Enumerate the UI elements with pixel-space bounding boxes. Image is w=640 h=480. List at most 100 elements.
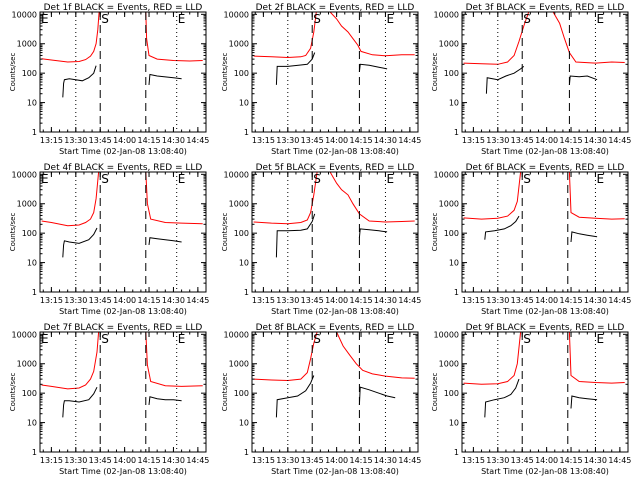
x-tick-label: 13:30	[486, 456, 509, 465]
x-tick-label: 14:45	[398, 136, 421, 145]
x-axis-label: Start Time (02-Jan-08 13:08:40)	[59, 307, 187, 316]
x-tick-label: 13:15	[252, 456, 275, 465]
y-tick-label: 100	[234, 389, 249, 398]
y-tick-label: 10	[27, 99, 37, 108]
y-tick-label: 100	[444, 389, 459, 398]
x-tick-label: 13:30	[64, 456, 87, 465]
y-tick-label: 10	[239, 419, 249, 428]
lld-series-line	[145, 12, 203, 62]
x-tick-label: 13:30	[64, 136, 87, 145]
marker-label: E	[178, 332, 186, 346]
plot-frame	[39, 11, 207, 133]
panel-title: Det 2f BLACK = Events, RED = LLD	[256, 3, 415, 13]
x-tick-label: 14:45	[398, 456, 421, 465]
lld-series-line	[253, 172, 318, 225]
lld-series-line	[463, 172, 522, 220]
y-tick-label: 1000	[439, 40, 459, 49]
y-tick-label: 1000	[17, 40, 37, 49]
x-tick-label: 13:30	[276, 456, 299, 465]
events-series-line	[358, 228, 388, 238]
lld-series-line	[145, 172, 203, 225]
x-tick-label: 14:00	[325, 456, 348, 465]
panel-title: Det 6f BLACK = Events, RED = LLD	[466, 163, 625, 173]
x-tick-label: 13:30	[276, 296, 299, 305]
plot-area	[41, 172, 203, 258]
x-tick-label: 14:15	[138, 296, 161, 305]
x-tick-label: 14:45	[398, 296, 421, 305]
panel-title: Det 9f BLACK = Events, RED = LLD	[466, 323, 625, 333]
events-series-line	[358, 386, 396, 405]
y-tick-label: 1	[454, 448, 459, 457]
events-series-line	[148, 73, 182, 85]
marker-label: E	[41, 12, 49, 26]
marker-label: E	[178, 12, 186, 26]
plot-area	[41, 12, 203, 98]
x-tick-label: 13:15	[40, 136, 63, 145]
x-axis-label: Start Time (02-Jan-08 13:08:40)	[271, 307, 399, 316]
y-tick-label: 1000	[17, 200, 37, 209]
panel-title: Det 7f BLACK = Events, RED = LLD	[44, 323, 203, 333]
plot-area	[41, 332, 203, 418]
x-tick-label: 14:30	[374, 296, 397, 305]
events-series-line	[148, 396, 182, 405]
panel-title: Det 5f BLACK = Events, RED = LLD	[256, 163, 415, 173]
plot-frame	[39, 171, 207, 293]
events-series-line	[568, 75, 598, 85]
x-tick-label: 13:45	[89, 136, 112, 145]
y-axis-label: Counts/sec	[9, 213, 17, 252]
x-axis-label: Start Time (02-Jan-08 13:08:40)	[481, 147, 609, 156]
lld-series-line	[568, 332, 625, 384]
x-axis-label: Start Time (02-Jan-08 13:08:40)	[271, 467, 399, 476]
marker-label: S	[523, 172, 531, 186]
lld-series-line	[463, 332, 522, 385]
lld-series-line	[568, 172, 625, 220]
x-tick-label: 13:30	[64, 296, 87, 305]
x-tick-label: 14:30	[374, 456, 397, 465]
panel-title: Det 4f BLACK = Events, RED = LLD	[44, 163, 203, 173]
marker-label: E	[41, 332, 49, 346]
y-tick-label: 10000	[224, 330, 249, 339]
y-axis-label: Counts/sec	[431, 373, 439, 412]
x-tick-label: 13:30	[486, 296, 509, 305]
lld-series-line	[329, 12, 415, 57]
y-tick-label: 10	[239, 99, 249, 108]
x-tick-label: 13:45	[301, 456, 324, 465]
lld-series-line	[41, 172, 100, 227]
x-tick-label: 13:15	[462, 456, 485, 465]
plot-frame	[461, 11, 629, 133]
x-tick-label: 14:15	[560, 456, 583, 465]
y-tick-label: 100	[22, 69, 37, 78]
plot-frame	[461, 331, 629, 453]
lld-series-line	[41, 332, 100, 390]
y-tick-label: 100	[234, 69, 249, 78]
panel-title: Det 1f BLACK = Events, RED = LLD	[44, 3, 203, 13]
plot-frame	[39, 331, 207, 453]
y-tick-label: 10000	[224, 10, 249, 19]
x-tick-label: 13:45	[511, 456, 534, 465]
lld-series-line	[329, 172, 415, 223]
y-axis-label: Counts/sec	[431, 53, 439, 92]
x-tick-label: 14:30	[162, 296, 185, 305]
x-tick-label: 14:15	[560, 136, 583, 145]
marker-label: E	[596, 12, 604, 26]
panel-title: Det 8f BLACK = Events, RED = LLD	[256, 323, 415, 333]
y-tick-label: 1	[454, 288, 459, 297]
marker-label: E	[41, 172, 49, 186]
marker-label: E	[178, 172, 186, 186]
y-tick-label: 1	[244, 448, 249, 457]
lld-series-line	[336, 332, 415, 379]
x-tick-label: 14:15	[138, 456, 161, 465]
events-series-line	[570, 231, 598, 243]
x-tick-label: 13:30	[276, 136, 299, 145]
y-tick-label: 10000	[12, 10, 37, 19]
x-tick-label: 14:15	[350, 136, 373, 145]
x-tick-label: 14:45	[608, 456, 631, 465]
x-tick-label: 14:30	[374, 136, 397, 145]
x-tick-label: 14:30	[584, 296, 607, 305]
y-tick-label: 100	[444, 229, 459, 238]
y-tick-label: 100	[22, 389, 37, 398]
